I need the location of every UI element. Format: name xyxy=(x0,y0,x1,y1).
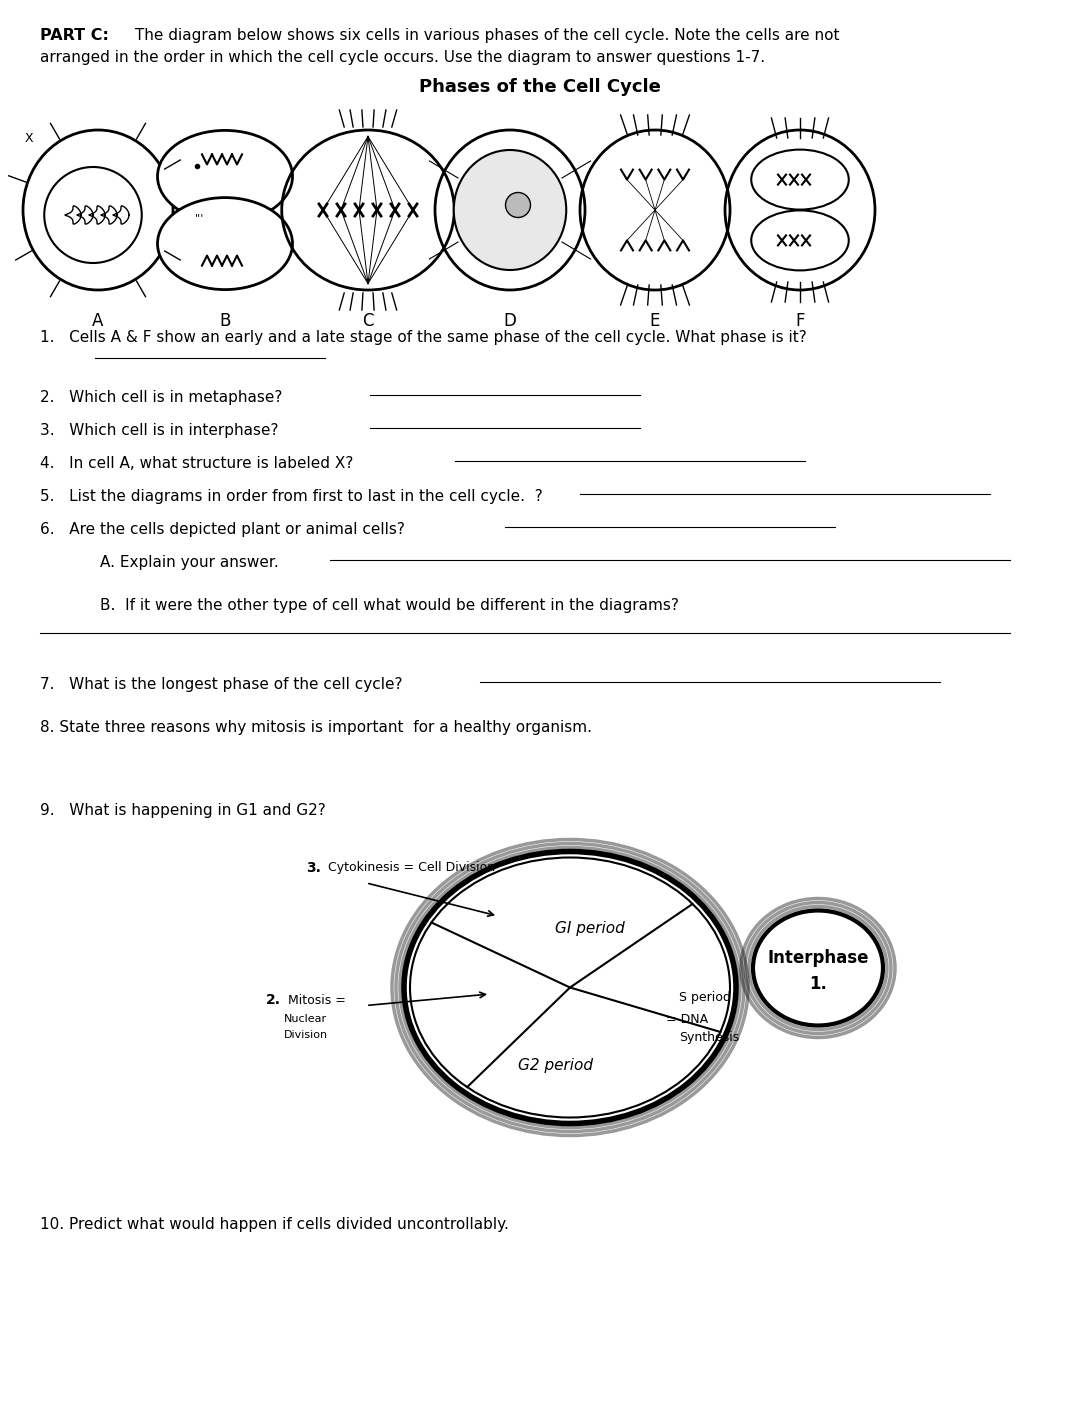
Text: D: D xyxy=(503,312,516,330)
Text: Nuclear: Nuclear xyxy=(284,1014,327,1024)
Text: Phases of the Cell Cycle: Phases of the Cell Cycle xyxy=(419,78,661,96)
Text: GI period: GI period xyxy=(555,922,625,936)
Text: 7.   What is the longest phase of the cell cycle?: 7. What is the longest phase of the cell… xyxy=(40,677,403,692)
Ellipse shape xyxy=(410,858,730,1117)
Ellipse shape xyxy=(158,130,293,222)
Text: arranged in the order in which the cell cycle occurs. Use the diagram to answer : arranged in the order in which the cell … xyxy=(40,50,765,65)
Text: ''': ''' xyxy=(195,212,204,222)
Text: 6.   Are the cells depicted plant or animal cells?: 6. Are the cells depicted plant or anima… xyxy=(40,523,405,537)
Text: X: X xyxy=(25,132,33,144)
Ellipse shape xyxy=(454,150,566,270)
Text: 1.   Cells A & F show an early and a late stage of the same phase of the cell cy: 1. Cells A & F show an early and a late … xyxy=(40,330,807,346)
Text: Synthesis: Synthesis xyxy=(679,1031,739,1044)
Text: 8. State three reasons why mitosis is important  for a healthy organism.: 8. State three reasons why mitosis is im… xyxy=(40,719,592,735)
Text: 3.   Which cell is in interphase?: 3. Which cell is in interphase? xyxy=(40,423,279,438)
Ellipse shape xyxy=(158,198,293,290)
Ellipse shape xyxy=(404,851,735,1123)
Text: 4.   In cell A, what structure is labeled X?: 4. In cell A, what structure is labeled … xyxy=(40,456,353,472)
Ellipse shape xyxy=(753,910,883,1025)
Text: S period: S period xyxy=(679,991,731,1004)
Text: G2 period: G2 period xyxy=(517,1058,593,1073)
Text: B.  If it were the other type of cell what would be different in the diagrams?: B. If it were the other type of cell wha… xyxy=(100,598,679,613)
Text: = DNA: = DNA xyxy=(666,1012,708,1027)
Text: PART C:: PART C: xyxy=(40,28,109,42)
Text: The diagram below shows six cells in various phases of the cell cycle. Note the : The diagram below shows six cells in var… xyxy=(130,28,839,42)
Text: B: B xyxy=(219,312,231,330)
Text: 5.   List the diagrams in order from first to last in the cell cycle.  ?: 5. List the diagrams in order from first… xyxy=(40,489,543,504)
Text: 10. Predict what would happen if cells divided uncontrollably.: 10. Predict what would happen if cells d… xyxy=(40,1218,509,1232)
Text: F: F xyxy=(795,312,805,330)
Text: A. Explain your answer.: A. Explain your answer. xyxy=(100,555,279,571)
Text: Division: Division xyxy=(284,1029,328,1039)
Text: 9.   What is happening in G1 and G2?: 9. What is happening in G1 and G2? xyxy=(40,803,326,817)
Text: Mitosis =: Mitosis = xyxy=(284,994,350,1007)
Text: A: A xyxy=(92,312,104,330)
Text: Interphase: Interphase xyxy=(767,949,868,967)
Text: Cytokinesis = Cell Division: Cytokinesis = Cell Division xyxy=(324,861,495,875)
Text: C: C xyxy=(362,312,374,330)
Text: 2.: 2. xyxy=(266,994,281,1008)
Text: 1.: 1. xyxy=(809,976,827,993)
Text: 3.: 3. xyxy=(306,861,321,875)
Text: E: E xyxy=(650,312,660,330)
Text: 2.   Which cell is in metaphase?: 2. Which cell is in metaphase? xyxy=(40,389,282,405)
Ellipse shape xyxy=(505,193,530,218)
